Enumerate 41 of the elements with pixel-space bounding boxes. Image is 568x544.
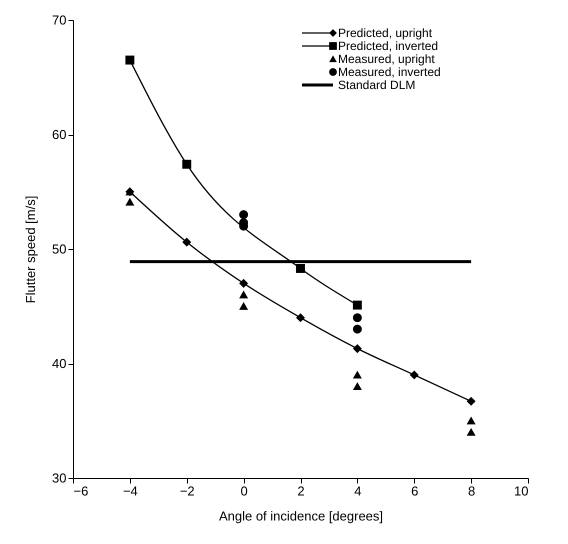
legend-label: Measured, upright <box>338 52 436 66</box>
point <box>296 264 305 273</box>
point <box>125 198 134 206</box>
x-tick-label: 10 <box>514 484 528 498</box>
x-axis-title: Angle of incidence [degrees] <box>218 508 384 524</box>
y-tick-label: 70 <box>52 12 66 28</box>
y-tick-label: 50 <box>52 242 66 256</box>
y-tick-label: 60 <box>52 127 66 142</box>
point <box>296 313 305 322</box>
legend-label: Measured, inverted <box>338 65 441 79</box>
point <box>182 238 192 247</box>
point <box>125 56 134 65</box>
y-axis-title: Flutter speed [m/s] <box>23 196 38 304</box>
point <box>352 313 362 322</box>
point <box>410 370 419 380</box>
legend-label: Predicted, upright <box>338 26 433 40</box>
point <box>352 300 362 310</box>
point <box>239 210 248 220</box>
x-tick-label: 4 <box>354 484 362 498</box>
point <box>239 302 248 310</box>
x-tick-label: 0 <box>240 484 248 498</box>
x-tick-label: 6 <box>411 484 418 498</box>
point <box>466 416 476 424</box>
point <box>352 324 362 334</box>
point <box>466 396 476 406</box>
x-tick-label: −6 <box>74 484 88 498</box>
x-tick-label: −4 <box>122 484 138 498</box>
point <box>466 428 476 436</box>
legend-label: Standard DLM <box>338 78 416 92</box>
point <box>239 290 248 298</box>
point <box>352 382 362 390</box>
point <box>182 160 192 169</box>
legend-label: Predicted, inverted <box>338 39 438 53</box>
y-tick-label: 40 <box>52 356 66 371</box>
point <box>239 278 248 288</box>
x-tick-label: −2 <box>180 484 195 498</box>
x-tick-label: 2 <box>297 484 305 498</box>
point <box>352 370 362 379</box>
y-tick-label: 30 <box>52 470 66 486</box>
point <box>352 344 362 354</box>
x-tick-label: 8 <box>468 484 476 498</box>
